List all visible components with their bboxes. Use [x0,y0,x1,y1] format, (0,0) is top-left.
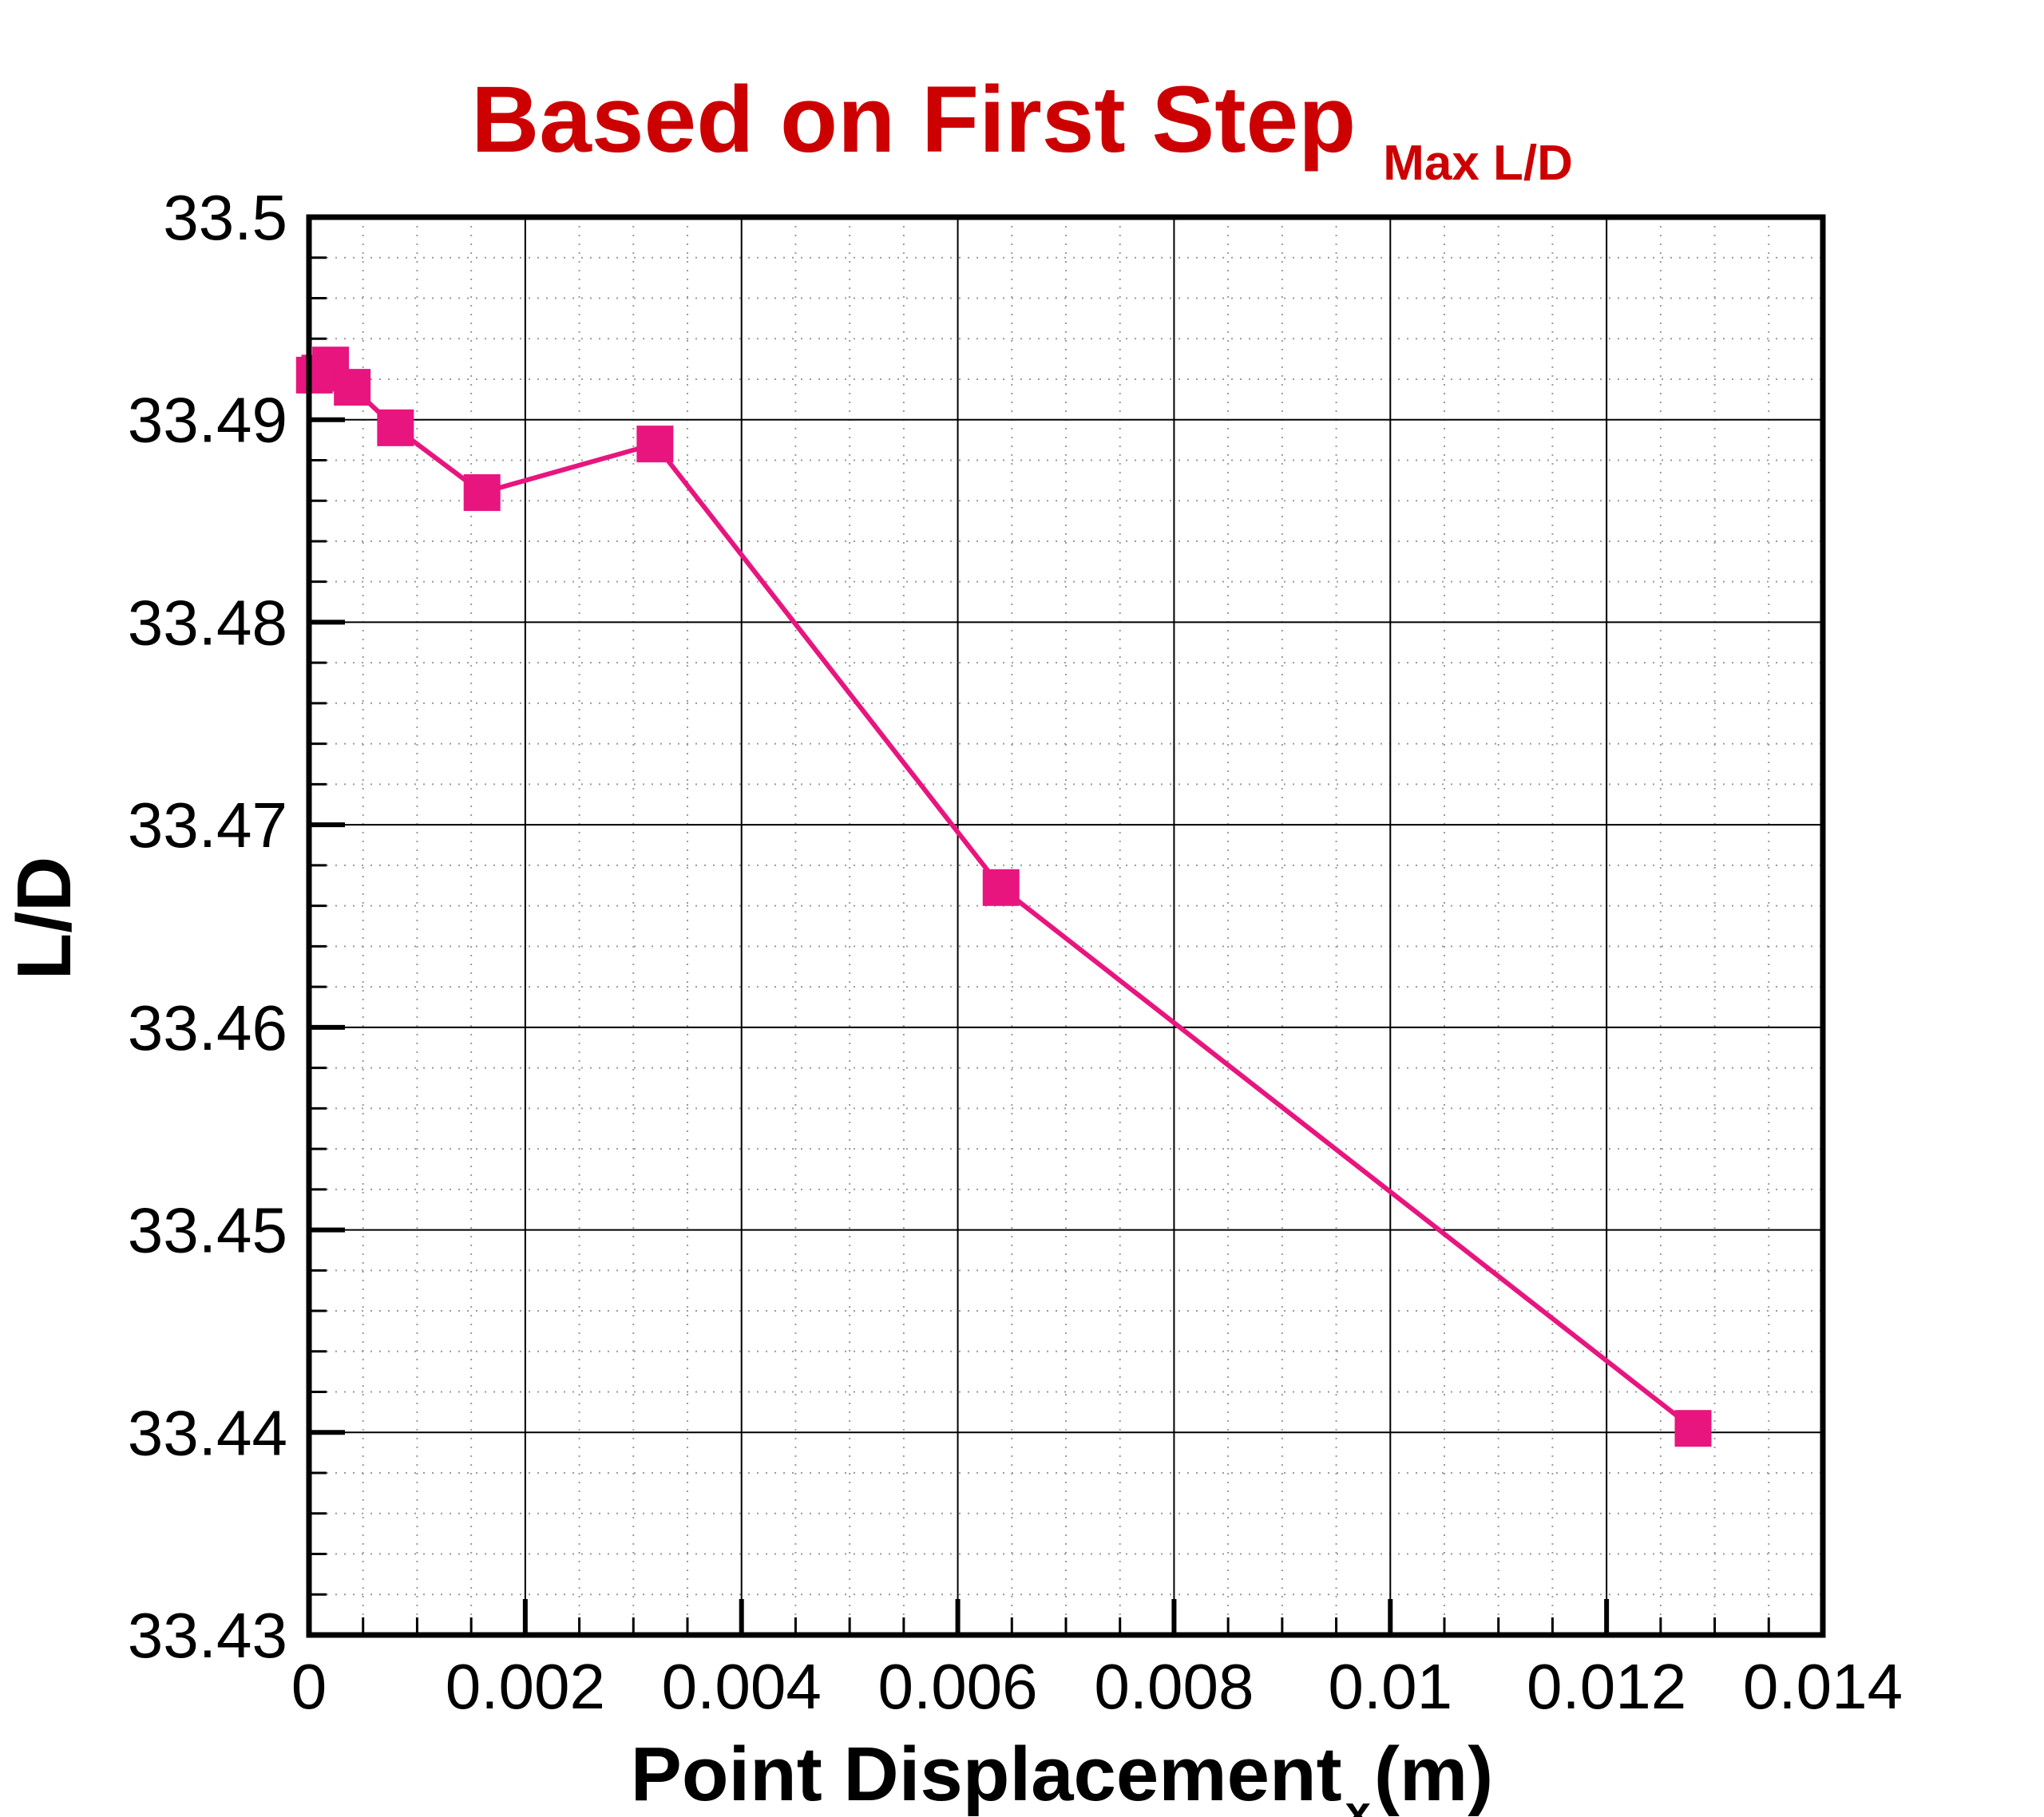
x-axis-label-unit: (m) [1374,1732,1493,1817]
chart-title-subscript: Max L/D [1383,136,1573,191]
y-tick-label: 33.5 [163,182,287,253]
chart-title: Based on First Step Max L/D [471,67,1573,191]
y-tick-labels: 33.43 33.44 33.45 33.46 33.47 33.48 33.49 33.5 [128,182,287,1671]
x-tick-label: 0.008 [1094,1651,1254,1722]
data-point-marker [463,474,501,512]
x-tick-label: 0.01 [1328,1651,1452,1722]
major-gridlines [309,217,1823,1635]
x-axis-label-subscript: x [1345,1787,1371,1817]
y-tick-label: 33.49 [128,385,287,456]
data-point-marker [334,369,371,406]
y-tick-label: 33.47 [128,790,287,861]
x-axis-label: Point Displacement x (m) [631,1732,1493,1817]
data-point-marker [982,869,1020,906]
y-tick-label: 33.44 [128,1397,287,1468]
chart-title-text: Based on First Step [471,67,1356,172]
x-tick-label: 0.004 [662,1651,822,1722]
x-tick-label: 0 [291,1651,327,1722]
data-point-marker [1674,1410,1712,1447]
series-layer [295,346,1712,1447]
y-axis-label: L/D [2,857,87,980]
x-tick-label: 0.006 [877,1651,1037,1722]
y-tick-label: 33.46 [128,992,287,1063]
y-tick-label: 33.48 [128,587,287,658]
x-tick-label: 0.002 [446,1651,605,1722]
x-axis-label-text: Point Displacement [631,1732,1342,1817]
x-tick-label: 0.014 [1743,1651,1903,1722]
y-tick-label: 33.43 [128,1600,287,1671]
y-tick-label: 33.45 [128,1195,287,1266]
x-tick-labels: 0 0.002 0.004 0.006 0.008 0.01 0.012 0.014 [291,1651,1903,1722]
plot-frame [306,214,1826,1638]
data-point-marker [377,409,414,446]
data-point-marker [636,426,674,463]
minor-gridlines [309,217,1823,1635]
x-tick-label: 0.012 [1527,1651,1686,1722]
axis-ticks [309,256,1770,1635]
